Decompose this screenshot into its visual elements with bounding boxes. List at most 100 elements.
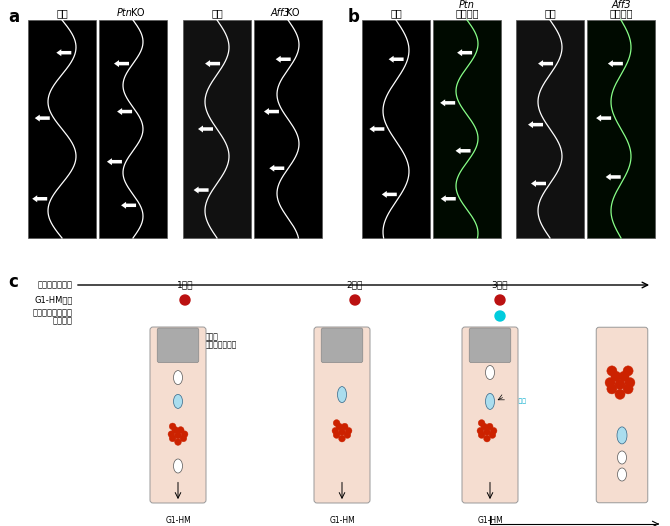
Ellipse shape [174, 459, 182, 473]
Text: Ptn: Ptn [334, 438, 346, 447]
FancyArrow shape [264, 108, 279, 115]
FancyArrow shape [382, 191, 397, 198]
Circle shape [180, 435, 187, 442]
FancyBboxPatch shape [254, 20, 322, 238]
Circle shape [170, 423, 176, 430]
FancyArrow shape [457, 49, 472, 56]
Text: 2日目: 2日目 [347, 280, 363, 289]
Text: G1-HM: G1-HM [329, 516, 355, 525]
FancyBboxPatch shape [462, 327, 518, 503]
Text: Aff3: Aff3 [348, 390, 363, 399]
Circle shape [170, 435, 176, 442]
Ellipse shape [174, 394, 182, 408]
Text: Aff3: Aff3 [611, 0, 631, 10]
Ellipse shape [617, 427, 627, 444]
FancyBboxPatch shape [469, 328, 511, 362]
FancyBboxPatch shape [321, 328, 362, 362]
FancyBboxPatch shape [183, 20, 251, 238]
FancyBboxPatch shape [99, 20, 167, 238]
Text: 対照: 対照 [544, 8, 556, 18]
FancyBboxPatch shape [587, 20, 655, 238]
FancyArrow shape [528, 121, 543, 128]
Ellipse shape [486, 393, 494, 409]
Circle shape [490, 428, 497, 434]
Circle shape [344, 432, 351, 438]
Text: Ptn: Ptn [479, 438, 491, 447]
Circle shape [615, 379, 625, 389]
Circle shape [332, 428, 339, 434]
FancyBboxPatch shape [314, 327, 370, 503]
Text: 過剰発現: 過剰発現 [609, 8, 632, 18]
FancyBboxPatch shape [433, 20, 501, 238]
Circle shape [623, 384, 633, 394]
Text: a: a [8, 8, 19, 26]
Text: 切り替え: 切り替え [53, 317, 73, 326]
FancyBboxPatch shape [362, 20, 430, 238]
Circle shape [333, 432, 340, 438]
FancyArrow shape [56, 49, 71, 56]
Text: C4: C4 [184, 463, 193, 469]
FancyBboxPatch shape [150, 327, 206, 503]
Circle shape [178, 427, 184, 433]
Circle shape [625, 378, 635, 388]
Circle shape [607, 384, 617, 394]
Circle shape [478, 432, 485, 438]
Text: 1日目: 1日目 [177, 280, 193, 289]
FancyArrow shape [538, 60, 553, 67]
Circle shape [336, 423, 342, 430]
Circle shape [175, 432, 182, 439]
Circle shape [345, 428, 352, 434]
Text: C2: C2 [185, 424, 194, 430]
Circle shape [182, 431, 188, 438]
FancyBboxPatch shape [28, 20, 96, 238]
Text: マイクロニッチ: マイクロニッチ [205, 340, 237, 349]
FancyArrow shape [456, 147, 470, 154]
Text: マイクロニッチの: マイクロニッチの [33, 309, 73, 318]
FancyArrow shape [32, 195, 47, 203]
Text: Ptn: Ptn [117, 8, 133, 18]
FancyArrow shape [117, 108, 132, 115]
Text: 毛乳頭: 毛乳頭 [205, 332, 219, 341]
Text: G1-HM形成: G1-HM形成 [35, 296, 73, 305]
FancyArrow shape [35, 115, 50, 122]
Circle shape [605, 378, 615, 388]
Text: 対照: 対照 [211, 8, 223, 18]
Text: KO: KO [286, 8, 299, 18]
Circle shape [495, 311, 505, 321]
Text: Ptn: Ptn [459, 0, 475, 10]
Circle shape [623, 366, 633, 376]
FancyArrow shape [596, 115, 611, 122]
Text: G1-HM: G1-HM [477, 516, 503, 525]
FancyArrow shape [608, 60, 623, 67]
FancyArrow shape [531, 180, 546, 187]
Circle shape [611, 371, 621, 381]
FancyArrow shape [440, 99, 455, 106]
Text: 過剰発現: 過剰発現 [455, 8, 479, 18]
FancyArrow shape [114, 60, 129, 67]
Circle shape [333, 420, 340, 427]
Text: b: b [348, 8, 360, 26]
FancyArrow shape [275, 56, 291, 63]
Circle shape [489, 432, 496, 438]
FancyArrow shape [389, 56, 403, 63]
Text: 変曲点形成過程: 変曲点形成過程 [38, 280, 73, 289]
FancyArrow shape [441, 195, 456, 203]
Text: 切り替え: 切り替え [497, 408, 512, 413]
Ellipse shape [618, 468, 626, 481]
Text: 3日目: 3日目 [492, 280, 509, 289]
FancyArrow shape [198, 126, 213, 133]
Circle shape [175, 439, 182, 446]
Text: 対照: 対照 [390, 8, 402, 18]
Circle shape [486, 423, 493, 430]
Circle shape [350, 295, 360, 305]
Ellipse shape [338, 387, 346, 402]
Ellipse shape [486, 366, 494, 379]
Ellipse shape [618, 451, 626, 464]
Circle shape [477, 428, 484, 434]
Text: Aff3: Aff3 [184, 401, 198, 408]
FancyArrow shape [269, 165, 284, 172]
Circle shape [478, 420, 485, 427]
Circle shape [484, 435, 490, 442]
Circle shape [619, 371, 629, 381]
Circle shape [481, 423, 488, 430]
